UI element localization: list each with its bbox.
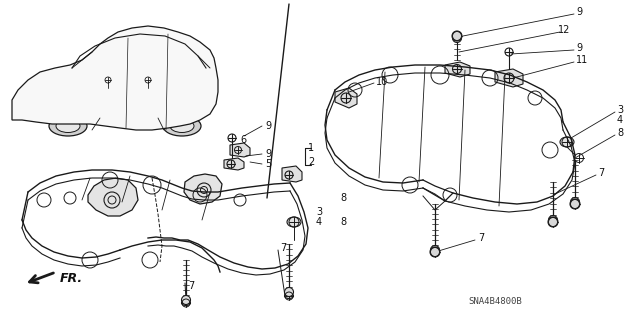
Text: 10: 10 — [376, 77, 388, 87]
Text: 3: 3 — [617, 105, 623, 115]
Polygon shape — [224, 158, 244, 170]
Circle shape — [285, 287, 294, 296]
Text: 8: 8 — [617, 128, 623, 138]
Polygon shape — [94, 40, 128, 68]
Text: 2: 2 — [308, 157, 314, 167]
Text: 7: 7 — [188, 281, 195, 291]
Text: 9: 9 — [265, 149, 271, 159]
Text: 9: 9 — [576, 43, 582, 53]
Polygon shape — [445, 62, 470, 77]
Ellipse shape — [56, 120, 80, 132]
Text: 5: 5 — [265, 159, 271, 169]
Ellipse shape — [285, 293, 294, 299]
Ellipse shape — [560, 137, 574, 147]
Ellipse shape — [49, 116, 87, 136]
Text: 12: 12 — [558, 25, 570, 35]
Polygon shape — [335, 88, 357, 108]
Circle shape — [182, 295, 191, 305]
Circle shape — [570, 199, 580, 209]
Ellipse shape — [182, 300, 191, 306]
Polygon shape — [88, 178, 138, 216]
Polygon shape — [495, 69, 523, 87]
Text: 4: 4 — [316, 217, 322, 227]
Polygon shape — [168, 36, 198, 64]
Text: 7: 7 — [280, 243, 286, 253]
Circle shape — [548, 216, 557, 225]
Polygon shape — [130, 36, 166, 68]
Text: 9: 9 — [576, 7, 582, 17]
Text: 4: 4 — [617, 115, 623, 125]
Text: 7: 7 — [598, 168, 604, 178]
Polygon shape — [12, 26, 218, 130]
Circle shape — [548, 217, 558, 227]
Polygon shape — [230, 143, 250, 157]
Text: 1: 1 — [308, 143, 314, 153]
Circle shape — [570, 197, 579, 206]
Circle shape — [452, 31, 462, 41]
Text: 8: 8 — [340, 193, 346, 203]
Circle shape — [431, 246, 440, 255]
Ellipse shape — [287, 217, 301, 227]
Ellipse shape — [163, 116, 201, 136]
Text: 7: 7 — [478, 233, 484, 243]
Text: 11: 11 — [576, 55, 588, 65]
Ellipse shape — [170, 120, 194, 132]
Text: FR.: FR. — [60, 271, 83, 285]
Text: SNA4B4800B: SNA4B4800B — [468, 298, 522, 307]
Text: 6: 6 — [240, 135, 246, 145]
Polygon shape — [184, 174, 222, 204]
Text: 3: 3 — [316, 207, 322, 217]
Text: 9: 9 — [265, 121, 271, 131]
Circle shape — [430, 247, 440, 257]
Polygon shape — [282, 166, 302, 182]
Text: 8: 8 — [340, 217, 346, 227]
Circle shape — [452, 33, 461, 42]
